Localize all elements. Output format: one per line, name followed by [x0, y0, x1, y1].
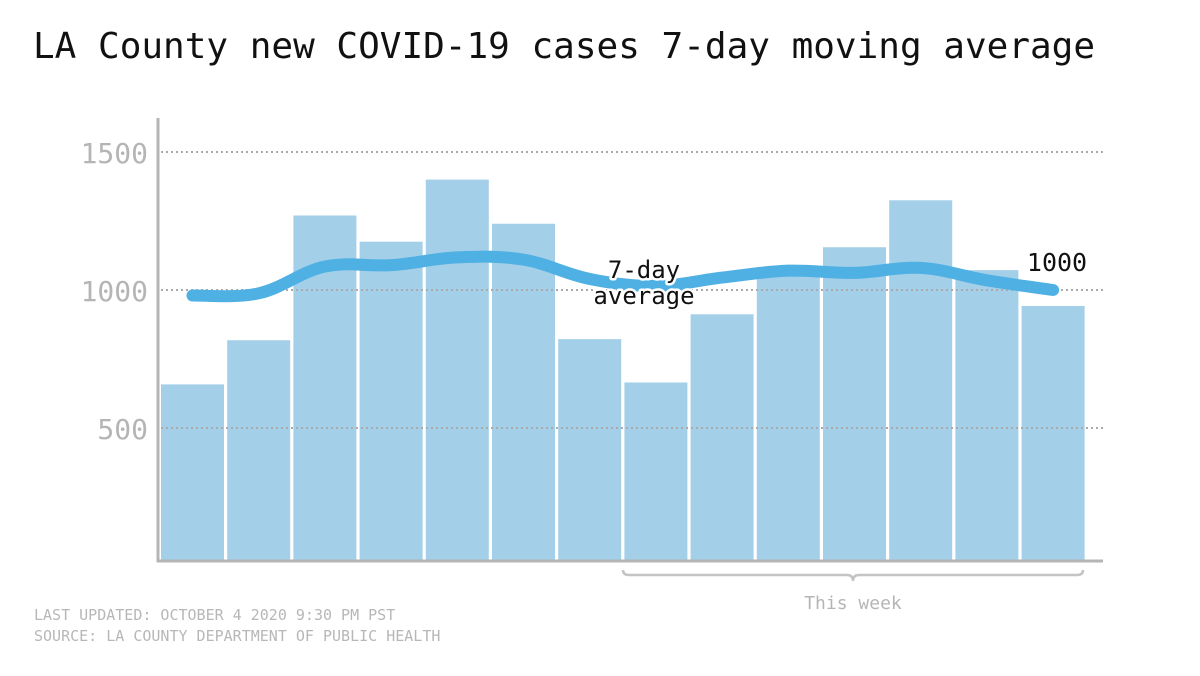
average-label: 7-day — [608, 256, 680, 284]
bar — [624, 382, 688, 561]
last-updated-text: LAST UPDATED: OCTOBER 4 2020 9:30 PM PST — [34, 606, 396, 624]
bar — [161, 384, 224, 561]
chart-title: LA County new COVID-19 cases 7-day movin… — [33, 26, 1096, 67]
bar — [889, 200, 953, 562]
bar — [492, 223, 555, 561]
bar — [955, 270, 1019, 561]
average-label: average — [593, 282, 694, 310]
y-tick-label: 1000 — [81, 275, 148, 308]
bar — [359, 241, 423, 561]
bar — [425, 179, 489, 561]
this-week-bracket — [621, 569, 1085, 582]
bar — [558, 339, 622, 561]
bar — [690, 314, 754, 561]
end-value-label: 1000 — [1027, 248, 1087, 277]
bar — [756, 272, 820, 561]
y-tick-label: 500 — [97, 413, 148, 446]
average-line — [186, 250, 1060, 303]
bar — [227, 340, 291, 561]
source-text: SOURCE: LA COUNTY DEPARTMENT OF PUBLIC H… — [34, 627, 441, 645]
end-value-label-halo: 1000 — [1027, 248, 1087, 277]
y-tick-label: 1500 — [81, 137, 148, 170]
this-week-label: This week — [804, 593, 902, 614]
average-label-halo: 7-day — [608, 256, 680, 284]
bar — [823, 247, 886, 561]
average-label-halo: average — [593, 282, 694, 310]
bar — [1021, 306, 1085, 561]
